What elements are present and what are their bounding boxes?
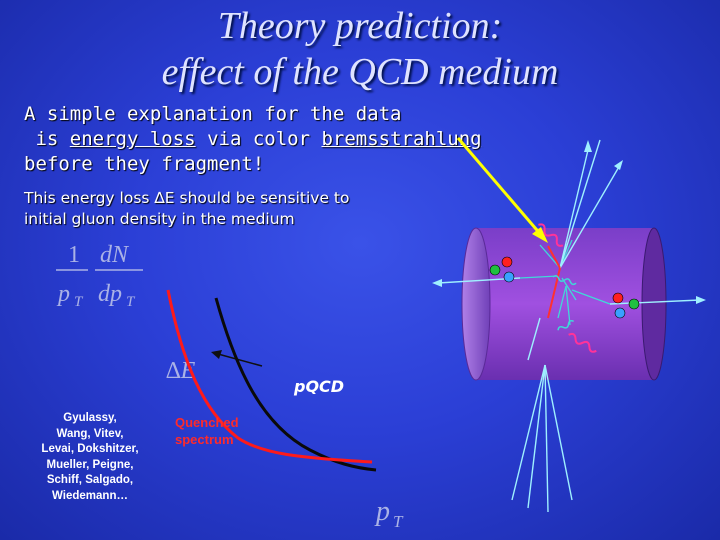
quenched-curve [166,289,373,464]
pointer-arrow-line [456,137,544,237]
pqcd-label: pQCD [294,377,345,396]
quark-blue-left [503,271,515,283]
references: Gyulassy, Wang, Vitev, Levai, Dokshitzer… [32,411,148,504]
sensitivity-line-1: This energy loss ∆E should be sensitive … [24,189,350,207]
track-arrowheads [432,140,706,304]
quark-blue-right [614,307,626,319]
gluon-springs-cyan [552,274,577,331]
sensitivity-line-2: initial gluon density in the medium [24,210,295,228]
explanation-is: is [35,128,70,150]
jet-line-1 [547,245,561,269]
formula-den-2: dp [98,281,122,307]
formula-num-1: 1 [68,242,80,268]
delta-e-arrow-head [211,350,222,359]
explanation-text: A simple explanation for the data is ene… [24,102,482,177]
reference-line: Gyulassy, [63,412,117,424]
reference-line: Wiedemann… [52,489,128,502]
cylinder-left-cap [461,227,491,381]
reference-line: Wang, Vitev, [56,427,124,440]
sensitivity-text: This energy loss ∆E should be sensitive … [24,188,349,230]
quenched-line-1: Quenched [175,415,239,430]
bremsstrahlung-term: bremsstrahlung [321,128,482,150]
cylinder-right-cap [641,227,667,381]
quenched-spectrum-label: Quenched spectrum [175,414,239,448]
delta-e-arrow-line [217,353,263,367]
quark-green-right [628,298,640,310]
reference-line: Levai, Dokshitzer, [41,443,139,455]
formula-den-2-sub: T [126,294,136,310]
title-line-2: effect of the QCD medium [161,51,559,93]
explanation-line-1: A simple explanation for the data [24,103,402,125]
reference-line: Mueller, Peigne, [46,458,134,471]
explanation-line-3: before they fragment! [24,153,265,175]
formula-den-1: p [56,281,70,307]
quark-red-left [501,256,513,268]
quark-red-right [612,292,624,304]
energy-loss-term: energy loss [69,128,196,150]
explanation-via: via color [195,128,322,150]
formula-den-1-sub: T [74,294,84,310]
gluon-springs [538,223,597,353]
formula-num-2: dN [100,242,130,268]
explanation-line-2: is energy loss via color bremsstrahlung [24,127,482,152]
x-axis-label: p [374,496,390,527]
pointer-arrow-head [532,227,548,243]
title-line-1: Theory prediction: [217,5,503,47]
quenched-line-2: spectrum [175,432,234,447]
reference-line: Schiff, Salgado, [46,474,134,486]
pqcd-curve [214,297,377,472]
y-axis-formula: 1 dN p T dp T [56,242,143,310]
quark-green-left [489,264,501,276]
x-axis-label-sub: T [393,512,404,531]
outgoing-tracks [437,139,701,513]
